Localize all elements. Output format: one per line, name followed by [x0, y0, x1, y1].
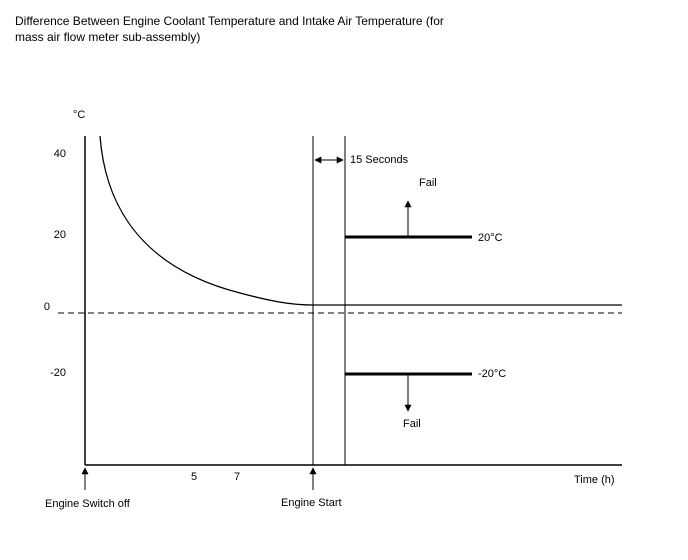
y-tick-label: 0	[44, 301, 50, 313]
fail-upper-label: Fail	[419, 177, 437, 189]
y-axis-unit: °C	[73, 109, 85, 121]
upper-threshold-label: 20°C	[478, 232, 503, 244]
engine-start-label: Engine Start	[281, 497, 342, 509]
x-axis-label: Time (h)	[574, 474, 615, 486]
x-tick-label: 7	[234, 471, 240, 483]
y-tick-label: 40	[54, 148, 66, 160]
y-tick-label: -20	[50, 367, 66, 379]
x-tick-label: 5	[191, 471, 197, 483]
diagram-title: Difference Between Engine Coolant Temper…	[15, 14, 444, 44]
y-tick-label: 20	[54, 229, 66, 241]
lower-threshold-label: -20°C	[478, 368, 506, 380]
engine-switch-off-label: Engine Switch off	[45, 498, 131, 510]
temperature-difference-curve	[99, 135, 622, 306]
interval-label: 15 Seconds	[350, 154, 409, 166]
fail-lower-label: Fail	[403, 418, 421, 430]
